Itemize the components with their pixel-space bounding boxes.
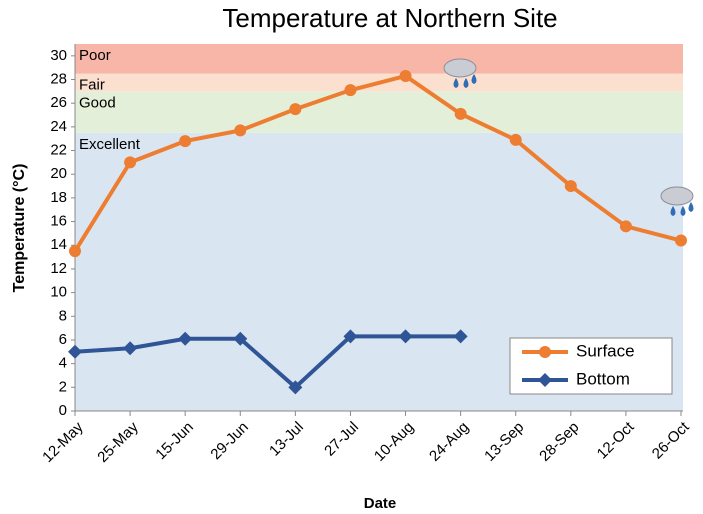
chart-title: Temperature at Northern Site xyxy=(222,3,557,33)
point xyxy=(343,329,358,344)
y-tick-label: 10 xyxy=(50,284,67,301)
point xyxy=(124,156,137,169)
series-line xyxy=(73,73,682,253)
point xyxy=(288,380,303,395)
point xyxy=(399,69,412,82)
y-tick-label: 20 xyxy=(50,165,67,182)
x-tick-label: 27-Jul xyxy=(321,419,362,460)
y-tick-label: 30 xyxy=(50,47,67,64)
rain-icons xyxy=(443,58,694,216)
x-tick-label: 24-Aug xyxy=(426,419,472,465)
series-line xyxy=(74,334,461,391)
x-tick-label: 25-May xyxy=(94,418,142,466)
x-tick-label: 26-Oct xyxy=(649,418,693,462)
y-axis-label: Temperature (°C) xyxy=(11,164,28,293)
y-tick-label: 12 xyxy=(50,260,67,277)
band-label: Poor xyxy=(79,47,111,64)
band-label: Excellent xyxy=(79,136,141,153)
legend-box xyxy=(509,337,673,395)
point xyxy=(453,329,468,344)
x-tick-label: 10-Aug xyxy=(371,419,417,465)
y-tick-label: 26 xyxy=(50,94,67,111)
point xyxy=(344,84,357,97)
point xyxy=(564,180,577,193)
point xyxy=(178,331,193,346)
y-tick-label: 14 xyxy=(50,236,67,253)
x-tick-label: 15-Jun xyxy=(152,419,196,463)
point xyxy=(123,341,138,356)
point xyxy=(454,107,467,120)
point xyxy=(69,245,81,258)
y-tick-label: 0 xyxy=(59,402,67,419)
band-label: Fair xyxy=(79,77,105,94)
point xyxy=(289,103,302,116)
x-tick-label: 28-Sep xyxy=(536,419,582,465)
point xyxy=(179,135,192,148)
band-label: Good xyxy=(79,94,116,111)
point xyxy=(539,346,551,358)
point xyxy=(68,344,82,359)
point xyxy=(234,124,247,137)
x-tick-label: 13-Jul xyxy=(266,419,307,460)
band xyxy=(75,91,683,133)
x-tick-label: 12-May xyxy=(39,418,87,466)
y-tick-label: 4 xyxy=(59,355,67,372)
legend-label: Bottom xyxy=(576,369,630,388)
y-tick-label: 6 xyxy=(59,331,67,348)
x-tick-label: 12-Oct xyxy=(594,418,638,462)
point xyxy=(398,329,413,344)
legend-label: Surface xyxy=(576,341,635,360)
point xyxy=(509,133,522,146)
y-tick-label: 22 xyxy=(50,142,67,159)
y-tick-label: 8 xyxy=(59,307,67,324)
rain-icon xyxy=(443,58,477,88)
y-tick-label: 2 xyxy=(59,378,67,395)
point xyxy=(675,234,687,247)
x-tick-label: 13-Sep xyxy=(481,419,527,465)
point xyxy=(538,373,552,387)
y-tick-label: 24 xyxy=(50,118,67,135)
point xyxy=(619,220,632,233)
y-tick-label: 18 xyxy=(50,189,67,206)
x-axis-label: Date xyxy=(364,495,397,512)
y-tick-label: 28 xyxy=(50,70,67,87)
x-tick-label: 29-Jun xyxy=(207,419,251,463)
y-tick-label: 16 xyxy=(50,213,67,230)
point xyxy=(233,331,248,346)
rain-icon xyxy=(660,186,694,216)
band xyxy=(75,44,683,74)
